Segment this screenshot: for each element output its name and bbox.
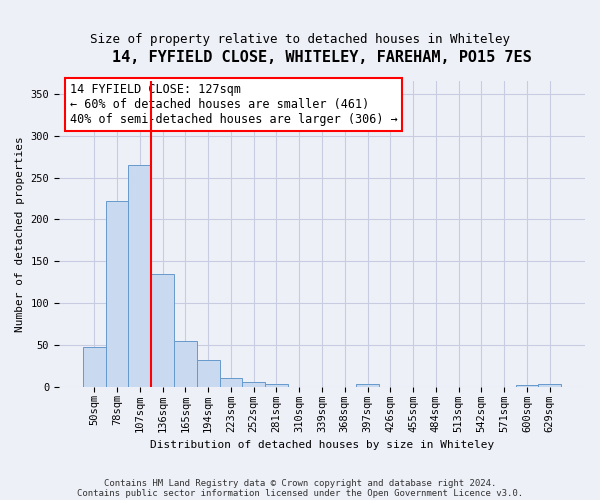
Bar xyxy=(242,382,265,386)
X-axis label: Distribution of detached houses by size in Whiteley: Distribution of detached houses by size … xyxy=(150,440,494,450)
Text: Size of property relative to detached houses in Whiteley: Size of property relative to detached ho… xyxy=(90,32,510,46)
Bar xyxy=(515,385,538,386)
Bar xyxy=(174,342,197,386)
Title: 14, FYFIELD CLOSE, WHITELEY, FAREHAM, PO15 7ES: 14, FYFIELD CLOSE, WHITELEY, FAREHAM, PO… xyxy=(112,50,532,65)
Text: Contains public sector information licensed under the Open Government Licence v3: Contains public sector information licen… xyxy=(77,488,523,498)
Text: 14 FYFIELD CLOSE: 127sqm
← 60% of detached houses are smaller (461)
40% of semi-: 14 FYFIELD CLOSE: 127sqm ← 60% of detach… xyxy=(70,83,397,126)
Bar xyxy=(356,384,379,386)
Y-axis label: Number of detached properties: Number of detached properties xyxy=(15,136,25,332)
Bar xyxy=(128,165,151,386)
Bar xyxy=(83,347,106,387)
Bar xyxy=(151,274,174,386)
Bar xyxy=(265,384,288,386)
Bar xyxy=(106,201,128,386)
Text: Contains HM Land Registry data © Crown copyright and database right 2024.: Contains HM Land Registry data © Crown c… xyxy=(104,478,496,488)
Bar xyxy=(197,360,220,386)
Bar xyxy=(538,384,561,386)
Bar xyxy=(220,378,242,386)
